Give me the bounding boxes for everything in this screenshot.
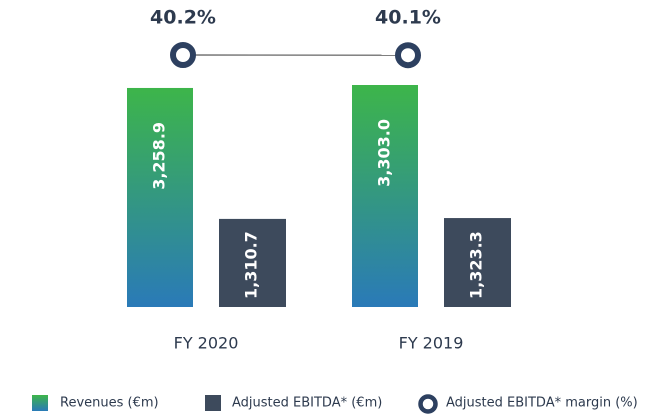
ebitda-bar xyxy=(444,218,511,307)
margin-label: 40.1% xyxy=(375,7,441,29)
value-label: 3,258.9 xyxy=(150,122,169,190)
revenue-bar xyxy=(352,85,418,307)
legend-label: Adjusted EBITDA* margin (%) xyxy=(446,396,638,411)
legend-swatch xyxy=(418,394,438,414)
legend-label: Adjusted EBITDA* (€m) xyxy=(232,396,382,411)
ebitda-bar xyxy=(219,218,286,307)
legend-swatch xyxy=(32,395,48,411)
margin-marker xyxy=(395,42,421,69)
revenue-bar xyxy=(127,87,193,307)
legend-swatch xyxy=(205,395,221,411)
value-label: 1,323.3 xyxy=(467,231,486,299)
legend-label: Revenues (€m) xyxy=(60,396,159,411)
category-label: FY 2020 xyxy=(174,334,239,353)
margin-label: 40.2% xyxy=(150,7,216,29)
category-label: FY 2019 xyxy=(399,334,464,353)
margin-marker xyxy=(170,42,196,68)
value-label: 3,303.0 xyxy=(375,119,394,187)
value-label: 1,310.7 xyxy=(242,231,261,299)
